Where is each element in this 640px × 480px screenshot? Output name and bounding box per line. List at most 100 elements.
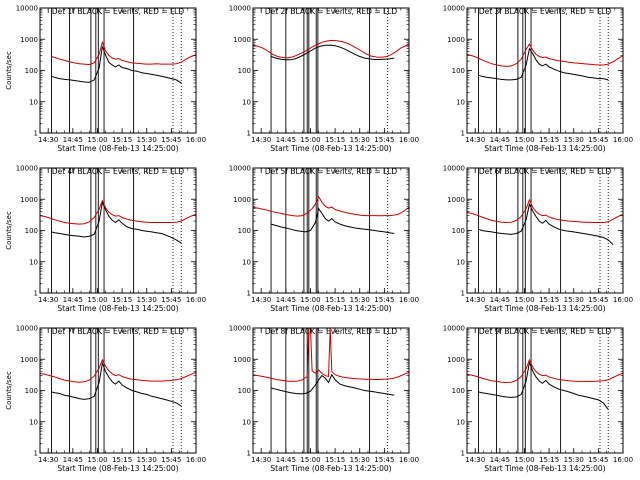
panel-title: Det 2f BLACK = Events, RED = LLD: [265, 7, 398, 16]
x-tick-label: 15:15: [539, 136, 559, 144]
x-tick-label: 15:45: [374, 296, 394, 304]
y-tick-label: 10000: [229, 5, 251, 13]
x-tick-label: 14:45: [276, 296, 296, 304]
y-tick-label: 10000: [16, 5, 38, 13]
x-tick-label: 14:30: [38, 136, 58, 144]
series-lld-line: [40, 358, 196, 383]
series-lld-line: [467, 198, 623, 224]
panel-2: Det 2f BLACK = Events, RED = LLD 1 10 100 10…: [229, 5, 419, 154]
x-tick-label: 15:45: [161, 136, 181, 144]
series-events-line: [478, 202, 614, 246]
y-tick-label: 10000: [229, 165, 251, 173]
y-tick-label: 1: [461, 130, 465, 138]
y-tick-label: 1: [247, 290, 251, 298]
x-tick-label: 15:30: [564, 136, 584, 144]
y-tick-label: 10: [456, 258, 465, 266]
x-tick-label: 14:30: [465, 136, 485, 144]
y-tick-label: 10000: [443, 165, 465, 173]
x-tick-label: 15:45: [161, 296, 181, 304]
y-tick-label: 1000: [233, 36, 251, 44]
x-tick-label: 15:30: [350, 456, 370, 464]
y-tick-label: 10000: [443, 325, 465, 333]
x-tick-label: 15:30: [350, 296, 370, 304]
panel-4: Det 4f BLACK = Events, RED = LLD 1 10 100 10…: [5, 165, 206, 314]
x-axis-label: Start Time (08-Feb-13 14:25:00): [270, 144, 391, 153]
x-tick-label: 14:30: [465, 456, 485, 464]
y-tick-label: 10: [29, 98, 38, 106]
x-tick-label: 14:45: [63, 296, 83, 304]
x-tick-label: 15:00: [87, 136, 107, 144]
y-tick-label: 1: [34, 130, 38, 138]
x-axis-label: Start Time (08-Feb-13 14:25:00): [484, 464, 605, 473]
x-tick-label: 14:30: [251, 136, 271, 144]
y-axis-label: Counts/sec: [5, 51, 13, 90]
y-tick-label: 1000: [447, 36, 465, 44]
x-tick-label: 14:30: [465, 296, 485, 304]
x-axis-label: Start Time (08-Feb-13 14:25:00): [484, 144, 605, 153]
x-tick-label: 15:45: [161, 456, 181, 464]
x-tick-label: 14:45: [490, 456, 510, 464]
x-tick-label: 16:00: [186, 296, 206, 304]
x-tick-label: 15:15: [112, 456, 132, 464]
y-tick-label: 10: [29, 418, 38, 426]
series-events-line: [51, 46, 182, 84]
series-events-line: [270, 44, 395, 61]
series-lld-line: [253, 39, 409, 59]
x-axis-label: Start Time (08-Feb-13 14:25:00): [484, 304, 605, 313]
x-tick-label: 15:00: [300, 136, 320, 144]
x-tick-label: 15:00: [300, 296, 320, 304]
panel-title: Det 9f BLACK = Events, RED = LLD: [479, 327, 612, 336]
x-tick-label: 15:30: [564, 296, 584, 304]
series-lld-line: [467, 43, 623, 67]
y-tick-label: 1000: [447, 196, 465, 204]
series-events-line: [478, 47, 609, 81]
panel-8: Det 8f BLACK = Events, RED = LLD 1 10 100 10…: [229, 325, 419, 474]
y-tick-label: 1: [34, 450, 38, 458]
y-tick-label: 1: [247, 130, 251, 138]
panel-6: Det 6f BLACK = Events, RED = LLD 1 10 100 10…: [443, 165, 633, 314]
panel-7: Det 7f BLACK = Events, RED = LLD 1 10 100 10…: [5, 325, 206, 474]
series-lld-line: [253, 328, 409, 382]
panel-5: Det 5f BLACK = Events, RED = LLD 1 10 100 10…: [229, 165, 419, 314]
y-tick-label: 100: [25, 387, 38, 395]
y-tick-label: 1000: [447, 356, 465, 364]
x-tick-label: 14:45: [276, 136, 296, 144]
x-tick-label: 14:45: [63, 456, 83, 464]
x-tick-label: 15:15: [325, 136, 345, 144]
series-lld-line: [253, 195, 409, 217]
panel-title: Det 5f BLACK = Events, RED = LLD: [265, 167, 398, 176]
x-tick-label: 16:00: [399, 296, 419, 304]
series-events-line: [51, 361, 182, 407]
x-tick-label: 14:45: [63, 136, 83, 144]
x-tick-label: 14:45: [276, 456, 296, 464]
x-tick-label: 16:00: [186, 456, 206, 464]
y-tick-label: 1: [461, 450, 465, 458]
panel-title: Det 8f BLACK = Events, RED = LLD: [265, 327, 398, 336]
y-tick-label: 100: [238, 387, 251, 395]
series-events-line: [270, 373, 395, 396]
x-axis-label: Start Time (08-Feb-13 14:25:00): [57, 304, 178, 313]
x-tick-label: 15:00: [87, 296, 107, 304]
y-axis-label: Counts/sec: [5, 371, 13, 410]
x-tick-label: 15:00: [300, 456, 320, 464]
x-tick-label: 16:00: [613, 136, 633, 144]
y-tick-label: 10: [456, 418, 465, 426]
y-tick-label: 10000: [443, 5, 465, 13]
y-tick-label: 100: [452, 227, 465, 235]
x-tick-label: 15:15: [539, 296, 559, 304]
x-tick-label: 14:30: [38, 296, 58, 304]
x-tick-label: 15:15: [325, 296, 345, 304]
y-tick-label: 10: [242, 418, 251, 426]
x-tick-label: 15:45: [588, 296, 608, 304]
y-tick-label: 100: [25, 227, 38, 235]
series-lld-line: [51, 40, 196, 66]
y-tick-label: 10000: [16, 165, 38, 173]
y-tick-label: 10000: [229, 325, 251, 333]
x-tick-label: 15:00: [514, 296, 534, 304]
y-tick-label: 1: [461, 290, 465, 298]
plot-frame: [252, 7, 410, 134]
x-axis-label: Start Time (08-Feb-13 14:25:00): [57, 144, 178, 153]
y-tick-label: 1000: [20, 196, 38, 204]
y-tick-label: 10: [242, 98, 251, 106]
